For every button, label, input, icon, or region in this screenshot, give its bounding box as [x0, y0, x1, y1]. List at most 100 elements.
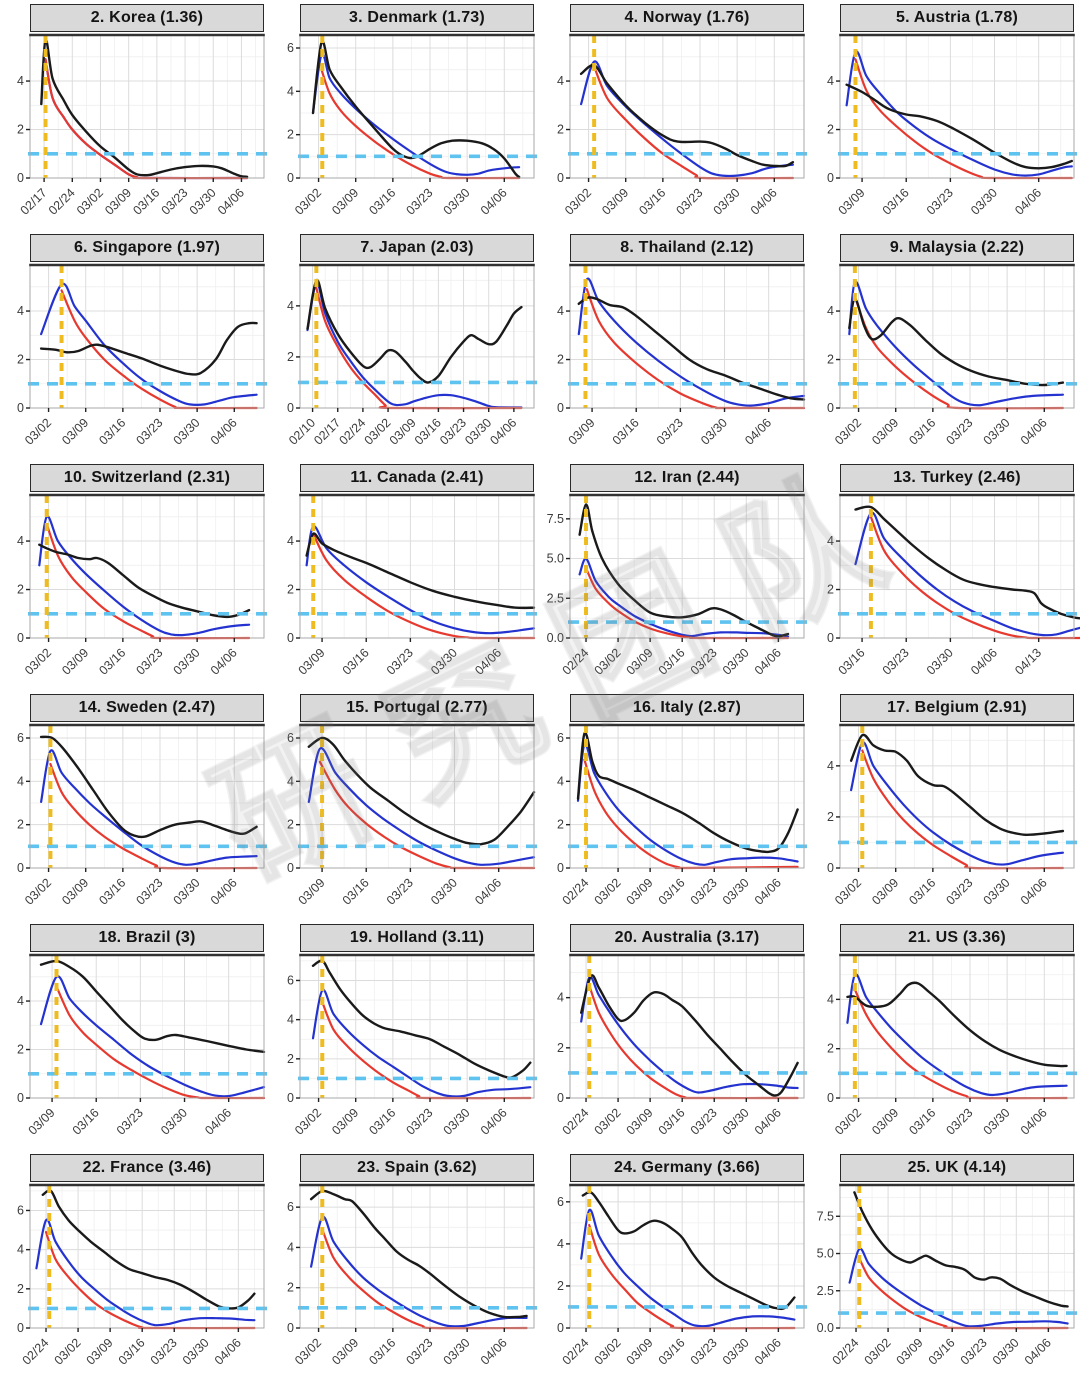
- series-blue-line: [305, 525, 536, 635]
- plot-france: 0 2 4 6 02/24 03/02 03/09 03/16 03/23 03/30 04/06: [17, 1183, 268, 1368]
- x-tick-label: 03/02: [292, 186, 324, 218]
- y-tick-label: 0.0: [547, 631, 564, 645]
- x-tick-label: 03/30: [171, 876, 203, 908]
- x-tick-label: 03/16: [656, 646, 688, 678]
- panel-title: 13. Turkey (2.46): [840, 464, 1074, 492]
- y-tick-label: 2: [827, 583, 834, 597]
- x-tick-label: 03/02: [74, 186, 106, 218]
- x-tick-label: 03/23: [688, 876, 720, 908]
- plot-uk: 0.0 2.5 5.0 7.5 02/24 03/02 03/09 03/16 03/23 03/…: [817, 1183, 1078, 1368]
- plot-brazil: 0 2 4 03/09 03/16 03/23 03/30 04/06: [17, 953, 268, 1138]
- grid-major: [300, 1185, 534, 1328]
- y-tick-label: 0: [287, 1091, 294, 1105]
- x-tick-label: 03/02: [592, 1336, 624, 1368]
- y-tick-label: 0: [287, 401, 294, 415]
- series-black-line: [854, 505, 1080, 620]
- series-black-line: [305, 532, 536, 610]
- panel-title: 4. Norway (1.76): [570, 4, 804, 32]
- x-tick-label: 03/16: [366, 186, 398, 218]
- x-tick-label: 03/16: [610, 416, 642, 448]
- grid-minor: [570, 495, 804, 638]
- x-tick-label: 03/16: [96, 646, 128, 678]
- x-tick-label: 03/09: [329, 1336, 361, 1368]
- x-tick-label: 03/02: [362, 416, 394, 448]
- x-tick-label: 03/30: [171, 416, 203, 448]
- panel-germany: 24. Germany (3.66) 0 2 4 6 02/24 03/02 03/09 03/…: [540, 1150, 810, 1380]
- grid-minor: [300, 1185, 534, 1328]
- x-tick-label: 03/02: [592, 876, 624, 908]
- plot-iran: 0.0 2.5 5.0 7.5 02/24 03/02 03/09 03/16 03/23 03/…: [547, 493, 808, 678]
- plot-area: [840, 1185, 1074, 1328]
- x-tick-label: 03/30: [171, 646, 203, 678]
- grid-minor: [300, 955, 534, 1098]
- series-black-line: [578, 503, 790, 638]
- panel-title: 18. Brazil (3): [30, 924, 264, 952]
- x-tick-label: 03/23: [944, 876, 976, 908]
- panel-title: 9. Malaysia (2.22): [840, 234, 1074, 262]
- x-tick-label: 03/30: [720, 646, 752, 678]
- x-tick-label: 03/16: [340, 646, 372, 678]
- x-tick-label: 03/23: [958, 1336, 990, 1368]
- panel-switzerland: 10. Switzerland (2.31) 0 2 4 03/02 03/09 03/16…: [0, 460, 270, 690]
- x-tick-label: 03/23: [674, 186, 706, 218]
- x-tick-label: 04/06: [1022, 1336, 1054, 1368]
- plot-area: [300, 35, 534, 178]
- plot-portugal: 0 2 4 6 03/09 03/16 03/23 03/30 04/06: [287, 723, 538, 908]
- panel-norway: 4. Norway (1.76) 0 2 4 03/02 03/09 03/16 03/23 0…: [540, 0, 810, 230]
- panel-spain: 23. Spain (3.62) 0 2 4 6 03/02 03/09 03/16 03/23…: [270, 1150, 540, 1380]
- x-tick-label: 04/06: [202, 1106, 234, 1138]
- x-tick-label: 03/09: [869, 876, 901, 908]
- x-tick-label: 03/02: [862, 1336, 894, 1368]
- y-tick-label: 0: [557, 1321, 564, 1335]
- x-tick-label: 03/09: [836, 186, 868, 218]
- x-tick-label: 02/24: [20, 1336, 52, 1368]
- x-tick-label: 04/06: [1018, 416, 1050, 448]
- y-tick-label: 7.5: [547, 512, 564, 526]
- series-black-line: [848, 297, 1065, 387]
- x-tick-label: 03/16: [906, 1106, 938, 1138]
- x-tick-label: 03/30: [187, 186, 219, 218]
- y-tick-label: 2: [17, 583, 24, 597]
- series-blue-line: [306, 281, 523, 409]
- x-tick-label: 03/02: [592, 646, 624, 678]
- y-tick-label: 0: [287, 861, 294, 875]
- y-tick-label: 4: [827, 759, 834, 773]
- x-tick-label: 03/23: [114, 1106, 146, 1138]
- panel-title: 16. Italy (2.87): [570, 694, 804, 722]
- plot-norway: 0 2 4 03/02 03/09 03/16 03/23 03/30 04/06: [557, 33, 808, 218]
- y-tick-label: 0: [17, 1321, 24, 1335]
- x-tick-label: 03/30: [711, 186, 743, 218]
- x-tick-label: 03/30: [924, 646, 956, 678]
- plot-us: 0 2 4 03/02 03/09 03/16 03/23 03/30 04/06: [827, 953, 1078, 1138]
- panel-portugal: 15. Portugal (2.77) 0 2 4 6 03/09 03/16 03/23 03…: [270, 690, 540, 920]
- grid-major: [570, 955, 804, 1098]
- x-tick-label: 03/02: [832, 416, 864, 448]
- x-tick-label: 03/09: [624, 1336, 656, 1368]
- panel-title: 21. US (3.36): [840, 924, 1074, 952]
- x-tick-label: 03/02: [292, 1106, 324, 1138]
- panel-thailand: 8. Thailand (2.12) 0 2 4 03/09 03/16 03/23 03/3…: [540, 230, 810, 460]
- series-blue-line: [39, 975, 266, 1098]
- y-tick-label: 4: [827, 534, 834, 548]
- series-black-line: [853, 1191, 1069, 1308]
- x-tick-label: 03/23: [384, 646, 416, 678]
- y-tick-label: 2: [17, 1282, 24, 1296]
- x-tick-label: 02/24: [560, 646, 592, 678]
- panel-france: 22. France (3.46) 0 2 4 6 02/24 03/02 03/09 03/1…: [0, 1150, 270, 1380]
- y-tick-label: 2: [557, 1041, 564, 1055]
- plot-korea: 0 2 4 02/1702/2403/0203/0903/1603/2303/3004…: [17, 33, 268, 218]
- x-tick-label: 03/23: [134, 646, 166, 678]
- series-blue-line: [580, 975, 799, 1094]
- y-tick-label: 0.0: [817, 1321, 834, 1335]
- x-tick-label: 02/17: [311, 416, 343, 448]
- plot-singapore: 0 2 4 03/02 03/09 03/16 03/23 03/30 04/06: [17, 263, 268, 448]
- y-tick-label: 0: [17, 401, 24, 415]
- series-blue-line: [580, 1208, 796, 1328]
- x-tick-label: 03/02: [52, 1336, 84, 1368]
- panel-sweden: 14. Sweden (2.47) 0 2 4 6 03/02 03/09 03/16 03/2…: [0, 690, 270, 920]
- series-black-line: [39, 735, 258, 839]
- x-tick-label: 03/16: [880, 186, 912, 218]
- series-blue-line: [35, 1218, 256, 1327]
- series-red-line: [861, 749, 1064, 870]
- x-tick-label: 02/24: [830, 1336, 862, 1368]
